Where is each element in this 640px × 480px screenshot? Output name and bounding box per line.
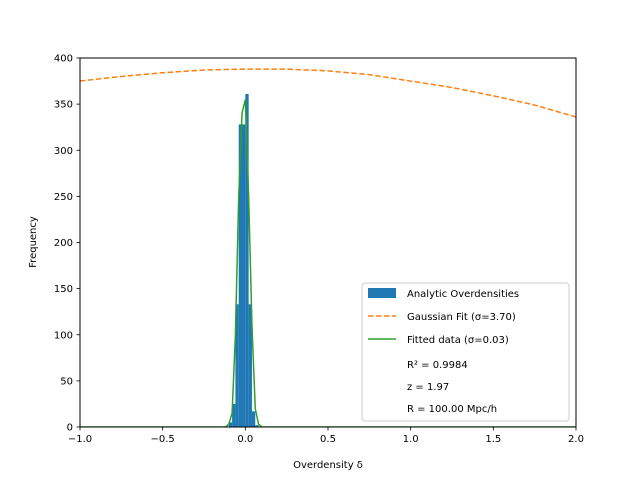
x-tick-label: 2.0: [568, 434, 584, 445]
y-tick-label: 100: [54, 330, 73, 341]
gaussian-fit-line: [80, 68, 576, 118]
y-tick-label: 400: [54, 54, 73, 65]
histogram-bar: [235, 304, 239, 427]
y-tick-label: 150: [54, 284, 73, 295]
legend-label-redshift: z = 1.97: [407, 382, 449, 393]
histogram-bar: [245, 93, 249, 427]
plot-marks: [80, 68, 576, 427]
legend-label-fitted-data: Fitted data (σ=0.03): [407, 335, 509, 346]
y-tick-label: 350: [54, 100, 73, 111]
legend-swatch-histogram: [368, 288, 396, 298]
y-tick-label: 300: [54, 146, 73, 157]
legend-label-gaussian-fit: Gaussian Fit (σ=3.70): [407, 312, 516, 323]
y-tick-label: 0: [67, 423, 73, 434]
x-axis: −1.0 −0.5 0.0 0.5 1.0 1.5 2.0: [68, 427, 584, 445]
histogram-bar: [228, 422, 233, 427]
x-tick-label: −0.5: [151, 434, 175, 445]
x-tick-label: 0.5: [320, 434, 336, 445]
legend-label-histogram: Analytic Overdensities: [407, 289, 519, 300]
y-tick-label: 250: [54, 192, 73, 203]
legend-label-radius: R = 100.00 Mpc/h: [407, 404, 497, 415]
y-tick-label: 200: [54, 238, 73, 249]
y-axis-label: Frequency: [28, 216, 39, 268]
legend-frame: [361, 282, 570, 422]
histogram-bar: [238, 124, 243, 427]
histogram-bar: [232, 403, 236, 427]
histogram-bar: [255, 425, 259, 427]
x-tick-label: 1.0: [403, 434, 419, 445]
fitted-data-line: [80, 99, 576, 427]
histogram-bar: [248, 304, 252, 427]
x-tick-label: 0.0: [237, 434, 253, 445]
legend-label-r-squared: R² = 0.9984: [407, 360, 468, 371]
histogram-bar: [251, 411, 256, 427]
x-axis-label: Overdensity δ: [293, 460, 363, 471]
x-tick-label: 1.5: [485, 434, 501, 445]
y-tick-label: 50: [60, 376, 73, 387]
legend: Analytic Overdensities Gaussian Fit (σ=3…: [361, 282, 570, 422]
histogram-bar: [242, 124, 246, 427]
y-axis: 0 50 100 150 200 250 300 350 400: [54, 54, 80, 434]
x-tick-label: −1.0: [68, 434, 92, 445]
